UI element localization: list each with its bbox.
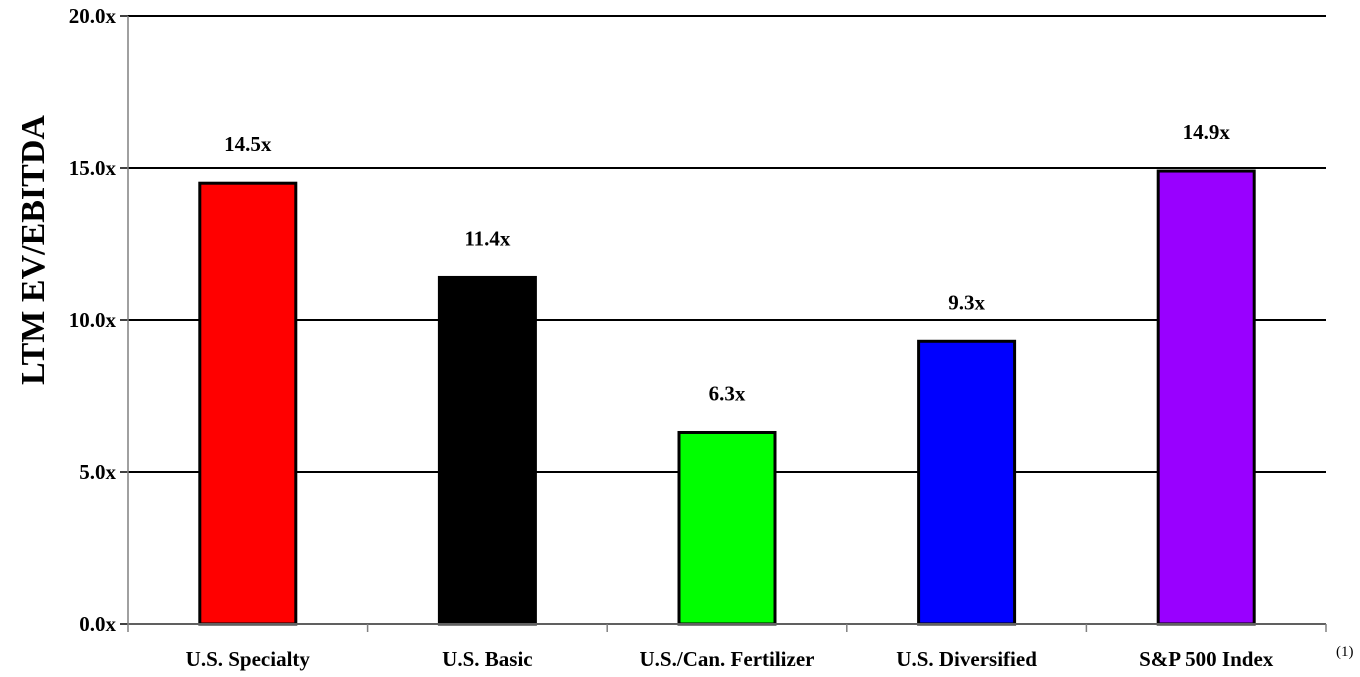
bars — [198, 169, 1256, 626]
y-tick-label: 0.0x — [79, 612, 116, 636]
bar — [437, 275, 537, 626]
bar — [677, 430, 777, 626]
x-category-label: U.S. Basic — [442, 647, 532, 671]
data-label: 6.3x — [709, 381, 746, 405]
axes — [120, 15, 1327, 632]
footnote: (1) — [1336, 644, 1354, 660]
y-tick-label: 10.0x — [69, 308, 117, 332]
labels: 0.0x 5.0x 10.0x 15.0x 20.0x 14.5x U.S. Special… — [69, 4, 1274, 671]
y-tick-label: 5.0x — [79, 460, 116, 484]
y-axis-title: LTM EV/EBITDA — [15, 115, 52, 385]
data-label: 9.3x — [948, 290, 985, 314]
data-label: 14.5x — [224, 132, 272, 156]
data-label: 11.4x — [464, 226, 511, 250]
bar — [917, 339, 1017, 626]
y-tick-label: 20.0x — [69, 4, 117, 28]
x-category-label: U.S. Diversified — [896, 647, 1037, 671]
x-category-label: U.S./Can. Fertilizer — [640, 647, 815, 671]
bar — [1156, 169, 1256, 626]
y-tick-label: 15.0x — [69, 156, 117, 180]
x-category-label: U.S. Specialty — [186, 647, 311, 671]
bar — [198, 181, 298, 626]
x-category-label: S&P 500 Index — [1139, 647, 1274, 671]
data-label: 14.9x — [1183, 120, 1231, 144]
